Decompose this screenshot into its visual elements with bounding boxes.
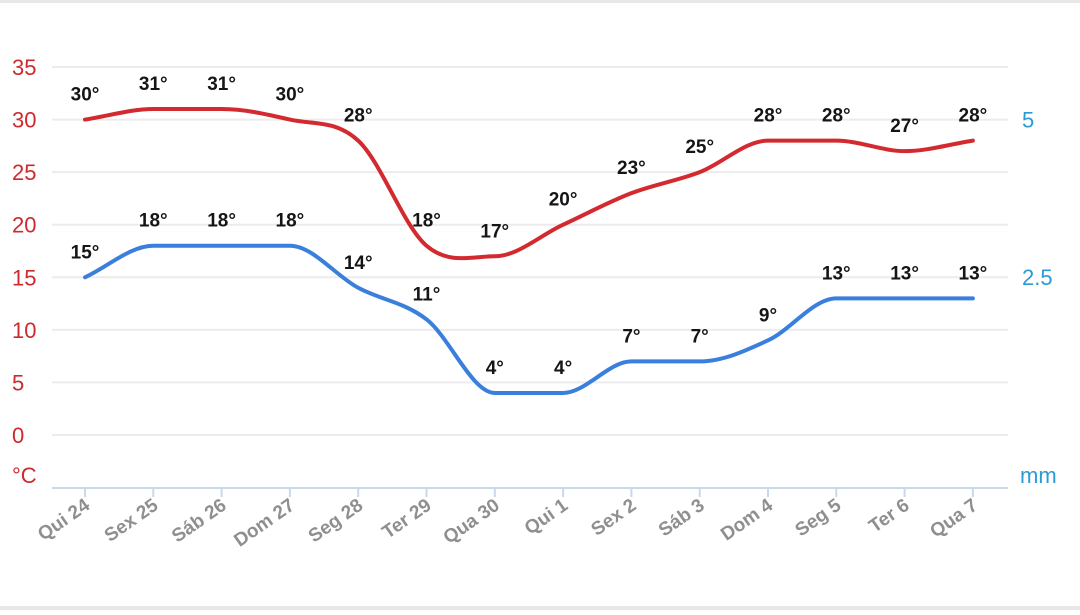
- data-label-min: 18°: [139, 211, 168, 232]
- data-label-max: 28°: [344, 106, 373, 127]
- data-label-min: 7°: [622, 326, 640, 347]
- y-tick-label-left: 35: [12, 55, 36, 80]
- x-tick-label: Sex 2: [588, 495, 641, 541]
- data-label-max: 25°: [685, 137, 714, 158]
- x-tick-label: Sáb 3: [655, 495, 709, 541]
- data-label-max: 28°: [959, 106, 988, 127]
- data-labels: 30° 31° 31° 30° 28° 18° 17° 20° 23° 25° 28° 28° 27° 2…: [71, 74, 988, 379]
- x-tick-label: Ter 29: [379, 495, 436, 544]
- data-label-max: 28°: [754, 106, 783, 127]
- y-tick-label-left: 25: [12, 160, 36, 185]
- x-tick-label: Qua 7: [926, 495, 981, 542]
- data-label-max: 30°: [71, 85, 100, 106]
- x-tick-label: Dom 27: [230, 495, 298, 552]
- data-label-min: 13°: [822, 263, 851, 284]
- x-tick-label: Seg 5: [792, 495, 846, 542]
- series-line-min: [83, 243, 975, 395]
- data-label-min: 18°: [207, 211, 236, 232]
- y-tick-label-right: 5: [1022, 107, 1034, 132]
- y-tick-label-right: 2.5: [1022, 265, 1053, 290]
- y-tick-label-left: 10: [12, 318, 36, 343]
- data-label-max: 31°: [207, 74, 236, 95]
- data-label-min: 4°: [554, 358, 572, 379]
- x-tick-label: Ter 6: [865, 495, 913, 537]
- data-label-min: 18°: [276, 211, 305, 232]
- y-tick-label-left: 0: [12, 423, 24, 448]
- data-label-min: 13°: [890, 263, 919, 284]
- data-label-max: 23°: [617, 158, 646, 179]
- data-label-min: 11°: [413, 284, 441, 305]
- x-tick-label: Sex 25: [101, 495, 163, 547]
- x-tick-label: Dom 4: [717, 495, 777, 546]
- data-label-min: 15°: [71, 242, 100, 263]
- x-tick-label: Qua 30: [440, 495, 504, 549]
- data-label-max: 20°: [549, 190, 578, 211]
- data-label-max: 17°: [480, 221, 509, 242]
- x-tick-label: Seg 28: [305, 495, 367, 547]
- gridlines: [52, 66, 1008, 436]
- y-tick-label-left: 30: [12, 108, 36, 133]
- data-label-min: 7°: [691, 326, 709, 347]
- x-tick-label: Sáb 26: [168, 495, 230, 547]
- data-label-min: 9°: [759, 305, 777, 326]
- series-lines: [83, 107, 975, 395]
- series-line-max: [83, 107, 975, 261]
- y-axis-unit-left: °C: [12, 463, 37, 488]
- data-label-max: 18°: [412, 211, 441, 232]
- data-label-max: 30°: [276, 85, 305, 106]
- data-label-min: 13°: [959, 263, 988, 284]
- data-label-min: 14°: [344, 253, 373, 274]
- data-label-min: 4°: [486, 358, 504, 379]
- data-label-max: 31°: [139, 74, 168, 95]
- y-tick-label-left: 5: [12, 370, 24, 395]
- top-divider: [0, 0, 1080, 3]
- x-tick-label: Qui 24: [34, 495, 94, 546]
- bottom-divider: [0, 606, 1080, 610]
- y-tick-label-left: 15: [12, 265, 36, 290]
- x-tick-label: Qui 1: [521, 495, 572, 540]
- y-tick-label-left: 20: [12, 213, 36, 238]
- y-axis-unit-right: mm: [1020, 463, 1057, 488]
- data-label-max: 28°: [822, 106, 851, 127]
- data-label-max: 27°: [890, 116, 919, 137]
